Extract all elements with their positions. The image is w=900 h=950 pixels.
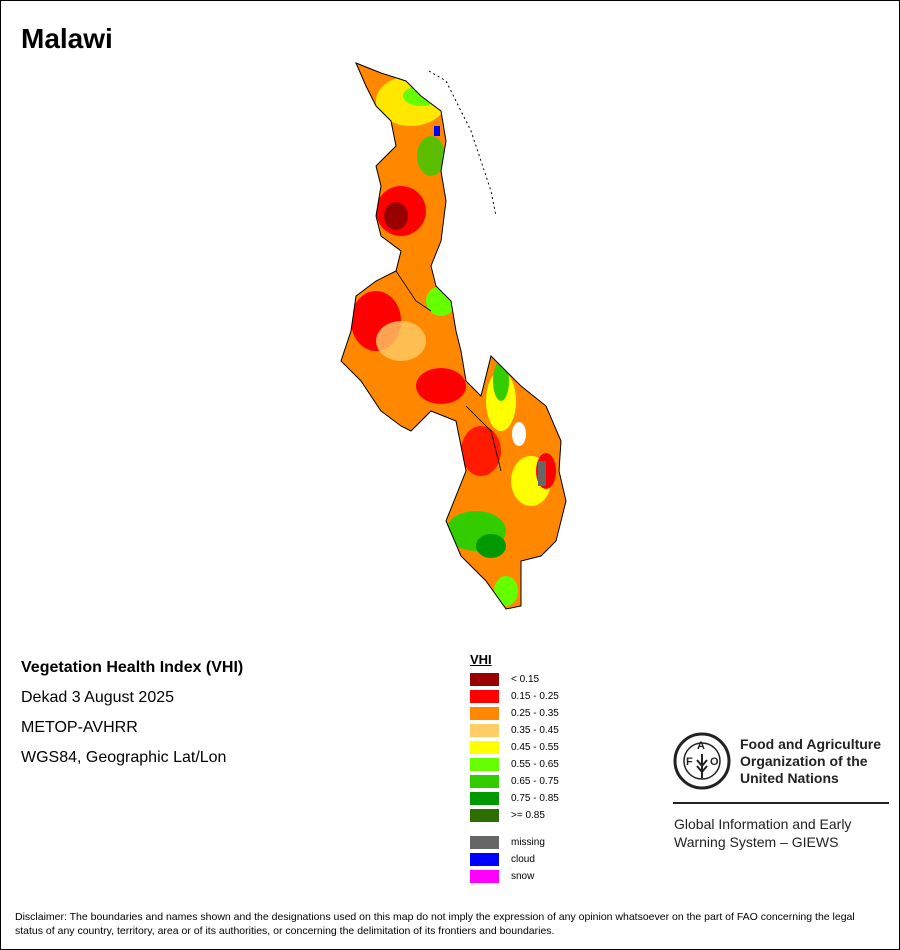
legend-item: 0.15 - 0.25 xyxy=(470,688,559,705)
legend-item: 0.35 - 0.45 xyxy=(470,722,559,739)
legend-swatch xyxy=(470,870,499,883)
legend-label: >= 0.85 xyxy=(511,810,545,821)
fao-name: Food and Agriculture Organization of the… xyxy=(740,736,881,787)
org-name-line: United Nations xyxy=(740,770,839,786)
legend-item: >= 0.85 xyxy=(470,807,559,824)
country-raster xyxy=(341,63,566,609)
legend-label: 0.45 - 0.55 xyxy=(511,742,559,753)
giews-name: Global Information and Early Warning Sys… xyxy=(674,815,851,851)
legend-swatch xyxy=(470,707,499,720)
legend-item: 0.55 - 0.65 xyxy=(470,756,559,773)
giews-line: Warning System – GIEWS xyxy=(674,834,839,850)
legend-swatch xyxy=(470,690,499,703)
legend-swatch xyxy=(470,853,499,866)
legend-swatch xyxy=(470,741,499,754)
divider xyxy=(673,802,889,804)
legend-label: missing xyxy=(511,837,545,848)
legend-item: cloud xyxy=(470,851,559,868)
legend-item: 0.45 - 0.55 xyxy=(470,739,559,756)
sensor: METOP-AVHRR xyxy=(21,719,138,736)
legend-label: 0.25 - 0.35 xyxy=(511,708,559,719)
legend-label: snow xyxy=(511,871,535,882)
legend-item: 0.65 - 0.75 xyxy=(470,773,559,790)
svg-text:A: A xyxy=(697,740,705,752)
projection: WGS84, Geographic Lat/Lon xyxy=(21,749,227,766)
legend-item: snow xyxy=(470,868,559,885)
legend-swatch xyxy=(470,724,499,737)
legend-label: < 0.15 xyxy=(511,674,540,685)
legend-swatch xyxy=(470,792,499,805)
legend-label: 0.15 - 0.25 xyxy=(511,691,559,702)
legend-swatch xyxy=(470,758,499,771)
legend-swatch xyxy=(470,775,499,788)
svg-text:O: O xyxy=(710,756,719,768)
legend-label: 0.65 - 0.75 xyxy=(511,776,559,787)
giews-line: Global Information and Early xyxy=(674,816,852,832)
legend-item: 0.25 - 0.35 xyxy=(470,705,559,722)
legend-swatch xyxy=(470,673,499,686)
legend-item: < 0.15 xyxy=(470,671,559,688)
legend-title: VHI xyxy=(470,652,492,667)
fao-emblem-icon: F A O xyxy=(673,732,731,790)
legend-label: 0.75 - 0.85 xyxy=(511,793,559,804)
disclaimer: Disclaimer: The boundaries and names sho… xyxy=(15,911,855,937)
map-title: Malawi xyxy=(21,23,113,54)
legend-label: cloud xyxy=(511,854,535,865)
legend: VHI < 0.15 0.15 - 0.25 0.25 - 0.35 0.35 - 0… xyxy=(470,652,559,885)
legend-item: missing xyxy=(470,834,559,851)
index-name: Vegetation Health Index (VHI) xyxy=(21,659,244,676)
org-name-line: Organization of the xyxy=(740,753,868,769)
legend-item: 0.75 - 0.85 xyxy=(470,790,559,807)
legend-label: 0.55 - 0.65 xyxy=(511,759,559,770)
legend-label: 0.35 - 0.45 xyxy=(511,725,559,736)
legend-swatch xyxy=(470,836,499,849)
svg-text:F: F xyxy=(686,756,693,768)
period: Dekad 3 August 2025 xyxy=(21,689,175,706)
lake-shore xyxy=(428,70,497,217)
legend-swatch xyxy=(470,809,499,822)
org-name-line: Food and Agriculture xyxy=(740,736,882,752)
fao-logo-block: F A O Food and Agriculture Organization … xyxy=(673,732,889,850)
